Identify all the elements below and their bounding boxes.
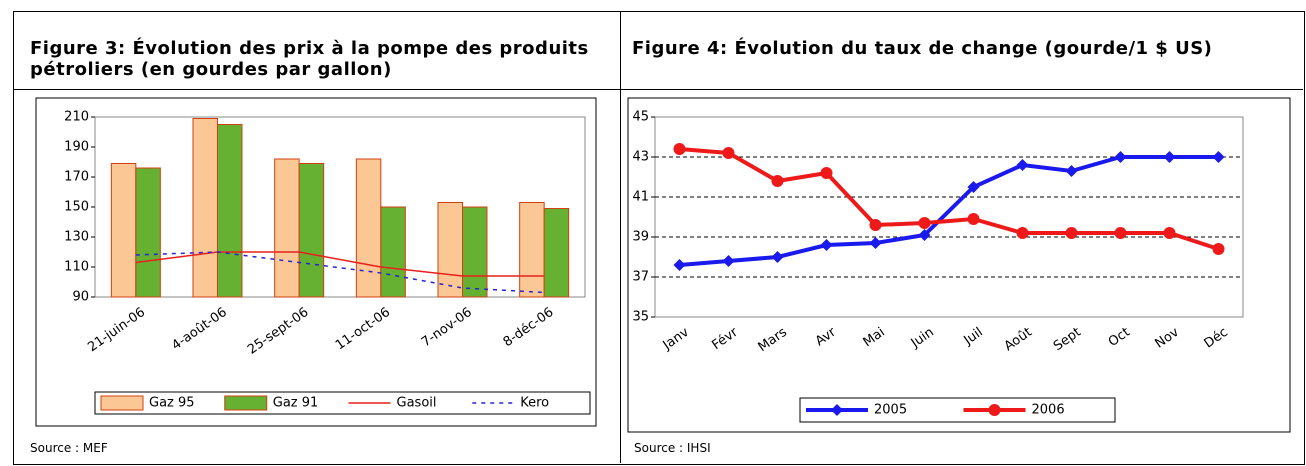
- marker: [722, 255, 735, 267]
- y-tick-label: 190: [64, 140, 89, 155]
- bar: [380, 206, 406, 298]
- frame: [13, 11, 1305, 465]
- legend-label: Kero: [520, 396, 549, 411]
- legend-label: Gaz 91: [273, 396, 319, 411]
- x-tick-label: Févr: [709, 324, 741, 353]
- marker: [673, 259, 686, 271]
- x-tick-label: Août: [1002, 325, 1035, 354]
- marker: [869, 219, 882, 231]
- y-tick-label: 150: [64, 200, 89, 215]
- bar: [462, 206, 488, 298]
- x-tick-label: 25-sept-06: [245, 305, 311, 358]
- marker: [771, 175, 784, 187]
- y-tick-label: 43: [632, 150, 649, 165]
- bar: [135, 167, 161, 298]
- x-tick-label: Déc: [1202, 325, 1231, 352]
- plot-area: [94, 116, 586, 298]
- marker: [820, 239, 833, 251]
- marker: [722, 147, 735, 159]
- x-tick-label: 4-août-06: [169, 305, 230, 354]
- legend-swatch: [100, 395, 144, 411]
- marker: [1212, 151, 1225, 163]
- marker: [1163, 151, 1176, 163]
- marker: [967, 181, 980, 193]
- x-tick-label: Janv: [660, 325, 692, 354]
- x-tick-label: Nov: [1152, 325, 1182, 352]
- line: [135, 251, 545, 294]
- x-tick-label: Juin: [908, 325, 937, 352]
- x-tick-label: Juil: [961, 325, 986, 349]
- marker: [673, 143, 686, 155]
- y-tick-label: 37: [632, 270, 649, 285]
- chart-border: [35, 97, 597, 427]
- marker: [1212, 243, 1225, 255]
- marker: [1114, 151, 1127, 163]
- bar: [274, 158, 300, 298]
- marker: [1163, 227, 1176, 239]
- bar: [355, 158, 382, 298]
- y-tick-label: 35: [632, 310, 649, 325]
- marker: [831, 404, 843, 416]
- y-tick-label: 45: [632, 110, 649, 125]
- marker: [1016, 159, 1029, 171]
- marker: [869, 237, 882, 249]
- y-tick-label: 110: [64, 260, 89, 275]
- x-tick-label: 21-juin-06: [85, 305, 148, 355]
- marker: [1065, 165, 1078, 177]
- x-tick-label: Mai: [861, 325, 888, 350]
- y-tick-label: 39: [632, 230, 649, 245]
- y-tick-label: 210: [64, 110, 89, 125]
- marker: [820, 167, 833, 179]
- source: Source : IHSI: [634, 441, 711, 455]
- bar: [519, 202, 545, 298]
- legend-label: 2005: [874, 403, 907, 418]
- marker: [771, 251, 784, 263]
- legend-label: Gasoil: [397, 396, 437, 411]
- legend-label: Gaz 95: [149, 396, 195, 411]
- chart-border: [627, 97, 1291, 433]
- plot-area: [654, 116, 1244, 318]
- x-tick-label: Oct: [1106, 325, 1133, 350]
- marker: [967, 213, 980, 225]
- bar: [437, 202, 463, 298]
- x-tick-label: Mars: [756, 325, 790, 355]
- x-tick-label: 11-oct-06: [333, 305, 393, 353]
- legend: [94, 391, 591, 415]
- legend-label: 2006: [1032, 403, 1065, 418]
- x-tick-label: 8-déc-06: [501, 305, 557, 350]
- marker: [988, 404, 1001, 416]
- bar: [298, 163, 325, 298]
- y-tick-label: 90: [72, 290, 89, 305]
- x-tick-label: Sept: [1051, 325, 1084, 354]
- x-tick-label: 7-nov-06: [419, 305, 475, 350]
- bar: [192, 118, 218, 298]
- x-tick-label: Avr: [813, 324, 839, 349]
- source: Source : MEF: [30, 441, 108, 455]
- legend-swatch: [224, 395, 268, 411]
- y-tick-label: 130: [64, 230, 89, 245]
- line: [679, 155, 1219, 267]
- y-tick-label: 170: [64, 170, 89, 185]
- marker: [918, 217, 931, 229]
- bar: [217, 124, 243, 298]
- marker: [1114, 227, 1127, 239]
- marker: [1016, 227, 1029, 239]
- line: [135, 251, 545, 277]
- figure-title: Figure 4: Évolution du taux de change (g…: [632, 38, 1213, 59]
- line: [679, 147, 1220, 251]
- marker: [918, 229, 931, 241]
- divider: [620, 11, 621, 463]
- y-tick-label: 41: [632, 190, 649, 205]
- marker: [1065, 227, 1078, 239]
- divider: [13, 89, 1303, 90]
- figure-title: Figure 3: Évolution des prix à la pompe …: [30, 38, 589, 80]
- bar: [543, 208, 570, 298]
- bar: [110, 163, 137, 298]
